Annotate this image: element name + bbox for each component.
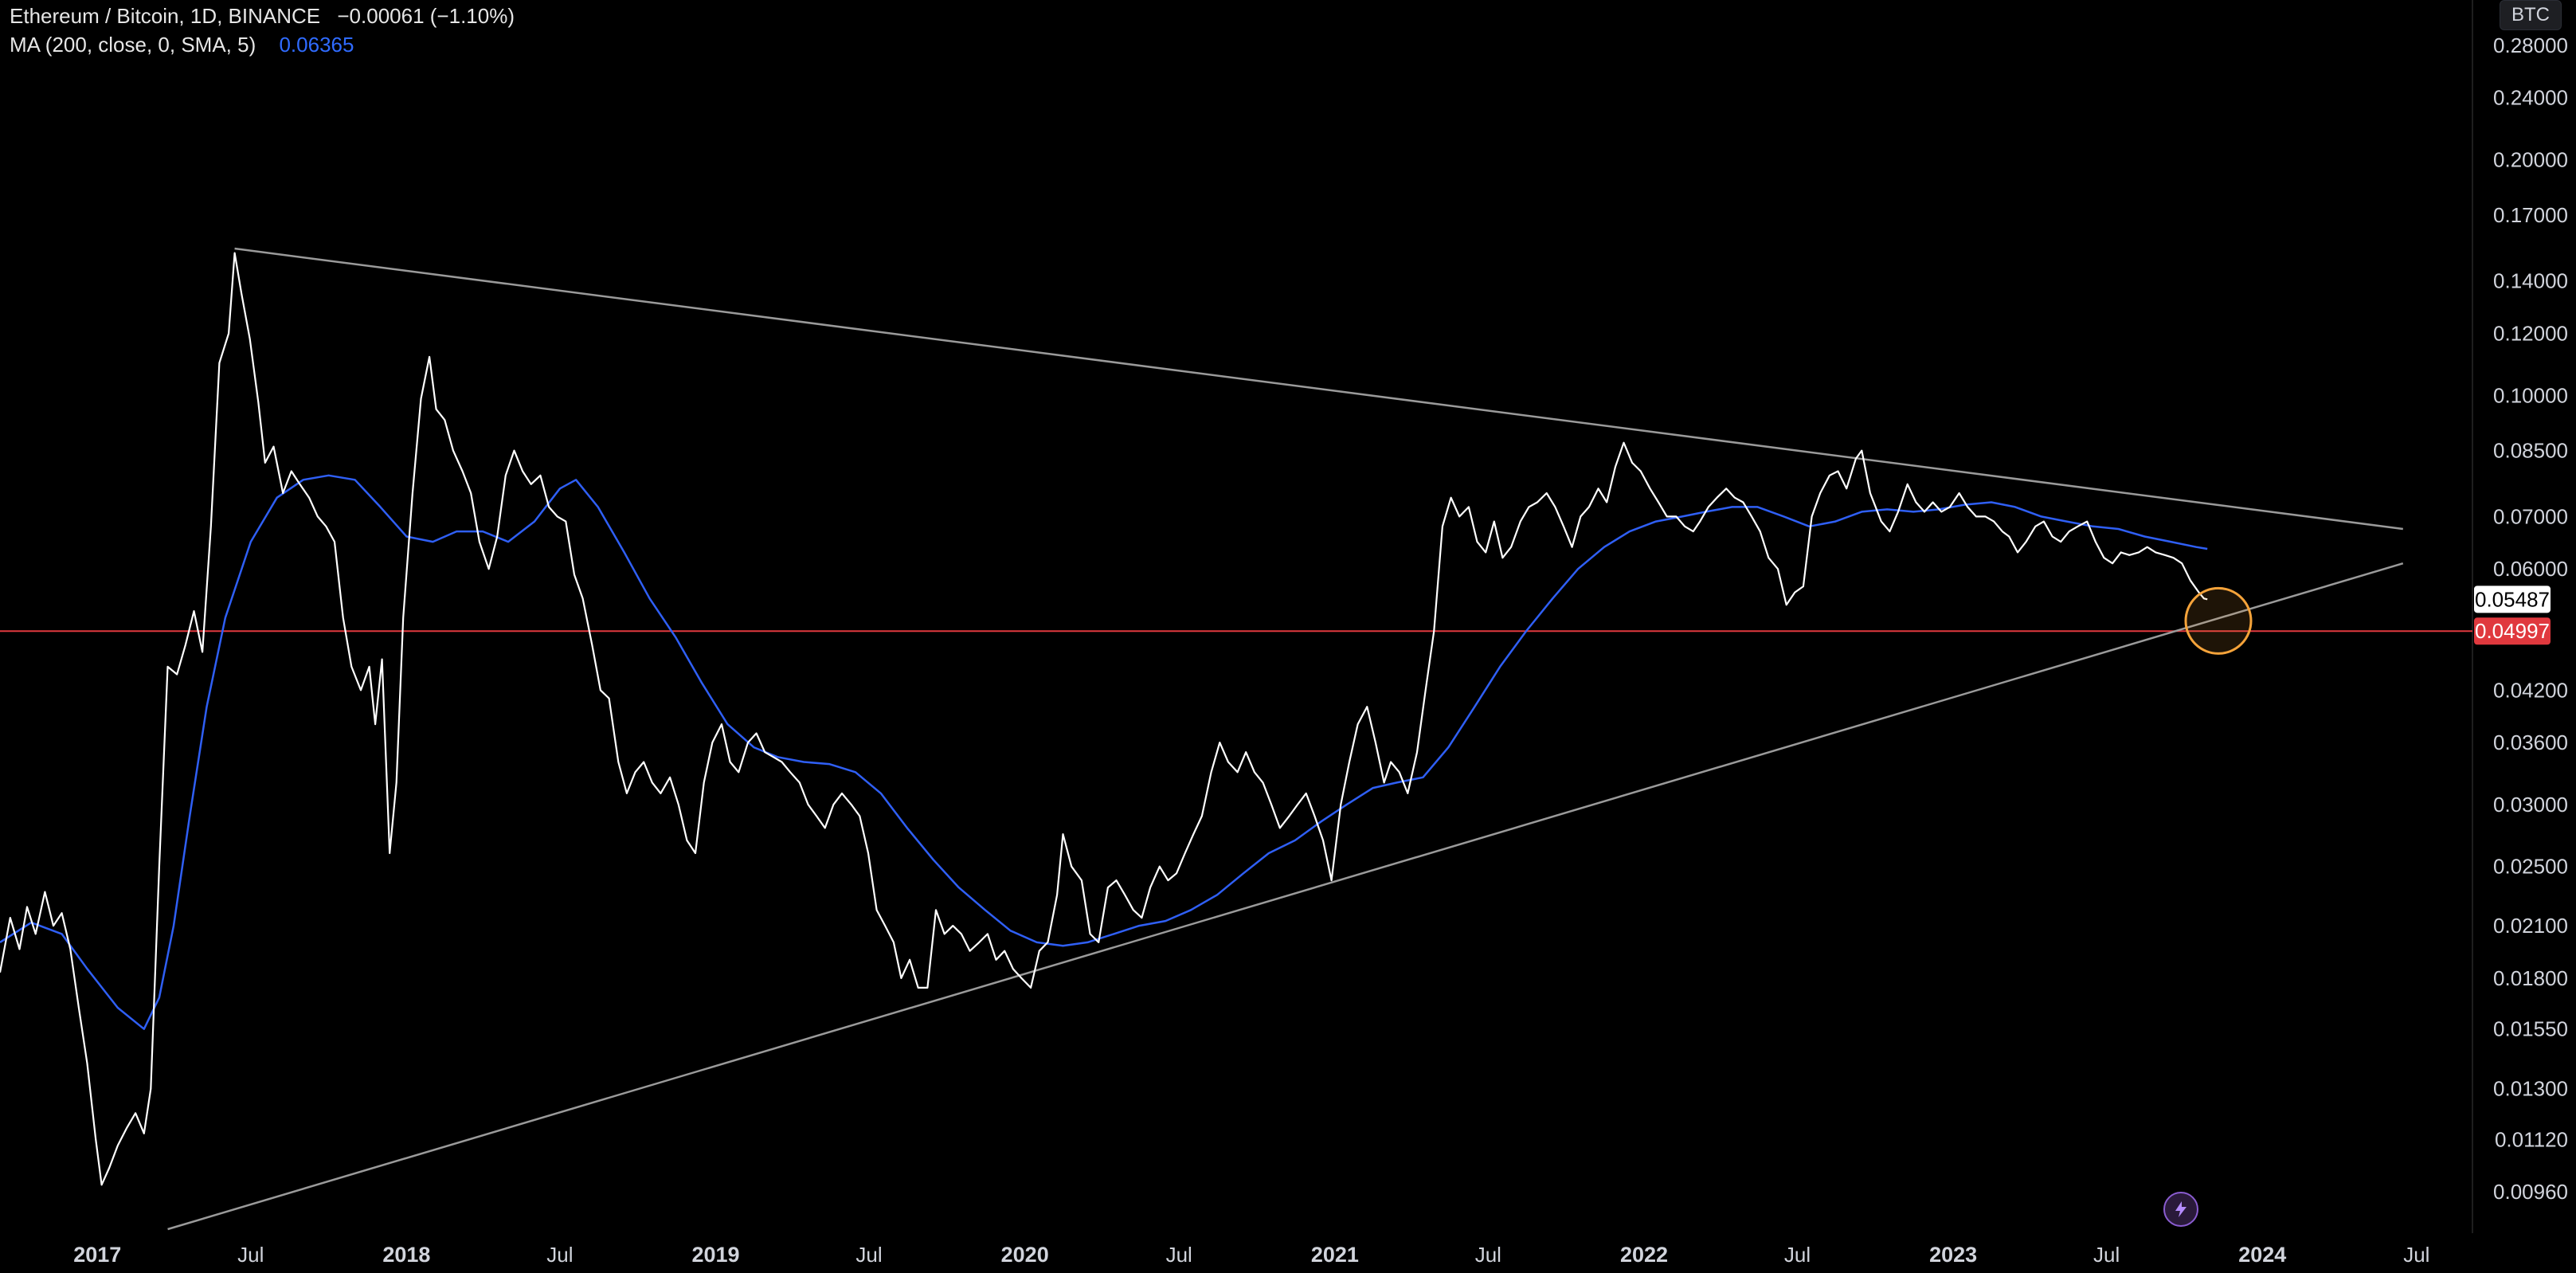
price-tick-label: 0.03000 [2493, 793, 2568, 817]
price-tick-label: 0.24000 [2493, 86, 2568, 110]
price-tick-label: 0.04200 [2493, 678, 2568, 702]
time-tick-label: 2017 [73, 1243, 121, 1267]
price-badges: 0.05487 0.04997 [2474, 586, 2551, 645]
price-tick-label: 0.10000 [2493, 383, 2568, 407]
time-tick-label: 2019 [692, 1243, 740, 1267]
time-tick-label: Jul [1784, 1243, 1811, 1267]
lower-trendline[interactable] [167, 562, 2404, 1231]
price-tick-label: 0.08500 [2493, 439, 2568, 463]
time-tick-label: Jul [2093, 1243, 2120, 1267]
time-axis[interactable]: 2017 Jul 2018 Jul 2019 Jul 2020 Jul 2021 Jul 2022 J… [73, 1243, 2429, 1267]
time-tick-label: 2020 [1001, 1243, 1049, 1267]
time-tick-label: 2023 [1929, 1243, 1977, 1267]
ma-indicator-label: MA (200, close, 0, SMA, 5) [10, 33, 256, 57]
plot-area [0, 247, 2472, 1231]
hline-price-label: 0.04997 [2475, 619, 2550, 643]
price-tick-label: 0.01800 [2493, 966, 2568, 990]
time-tick-label: Jul [855, 1243, 882, 1267]
symbol-legend-line[interactable]: Ethereum / Bitcoin, 1D, BINANCE −0.00061… [10, 2, 515, 30]
price-tick-label: 0.06000 [2493, 557, 2568, 581]
time-tick-label: Jul [1475, 1243, 1501, 1267]
currency-button[interactable]: BTC [2500, 0, 2562, 30]
price-tick-label: 0.20000 [2493, 148, 2568, 172]
price-axis[interactable]: 0.28000 0.24000 0.20000 0.17000 0.14000 0.120… [2493, 33, 2568, 1204]
price-line[interactable] [0, 252, 2208, 1186]
ma-200-line[interactable] [0, 474, 2208, 1030]
time-tick-label: 2024 [2238, 1243, 2286, 1267]
time-tick-label: Jul [546, 1243, 573, 1267]
ma-indicator-value: 0.06365 [279, 33, 354, 57]
bolt-button[interactable] [2163, 1192, 2198, 1227]
chart-legend: Ethereum / Bitcoin, 1D, BINANCE −0.00061… [10, 2, 515, 59]
upper-trendline[interactable] [234, 247, 2403, 531]
time-tick-label: Jul [2403, 1243, 2429, 1267]
price-tick-label: 0.28000 [2493, 33, 2568, 57]
price-tick-label: 0.01300 [2493, 1077, 2568, 1101]
price-tick-label: 0.02100 [2493, 914, 2568, 938]
price-tick-label: 0.00960 [2493, 1180, 2568, 1204]
price-tick-label: 0.01120 [2495, 1127, 2568, 1151]
hline-price-badge [2474, 617, 2551, 645]
time-tick-label: 2022 [1620, 1243, 1668, 1267]
time-tick-label: Jul [1166, 1243, 1192, 1267]
price-tick-label: 0.12000 [2493, 321, 2568, 345]
price-tick-label: 0.01550 [2493, 1017, 2568, 1041]
time-tick-label: Jul [237, 1243, 264, 1267]
last-price-badge [2474, 586, 2551, 613]
price-tick-label: 0.14000 [2493, 269, 2568, 293]
time-tick-label: 2021 [1311, 1243, 1359, 1267]
price-tick-label: 0.07000 [2493, 504, 2568, 528]
ma-legend-line[interactable]: MA (200, close, 0, SMA, 5) 0.06365 [10, 30, 515, 59]
last-price-label: 0.05487 [2475, 587, 2550, 611]
time-tick-label: 2018 [382, 1243, 430, 1267]
price-tick-label: 0.17000 [2493, 203, 2568, 227]
price-tick-label: 0.02500 [2493, 855, 2568, 879]
price-change: −0.00061 (−1.10%) [337, 4, 515, 28]
price-tick-label: 0.03600 [2493, 731, 2568, 754]
highlight-circle[interactable] [2184, 586, 2253, 655]
lightning-bolt-icon [2175, 1201, 2186, 1217]
symbol-title: Ethereum / Bitcoin, 1D, BINANCE [10, 4, 321, 28]
